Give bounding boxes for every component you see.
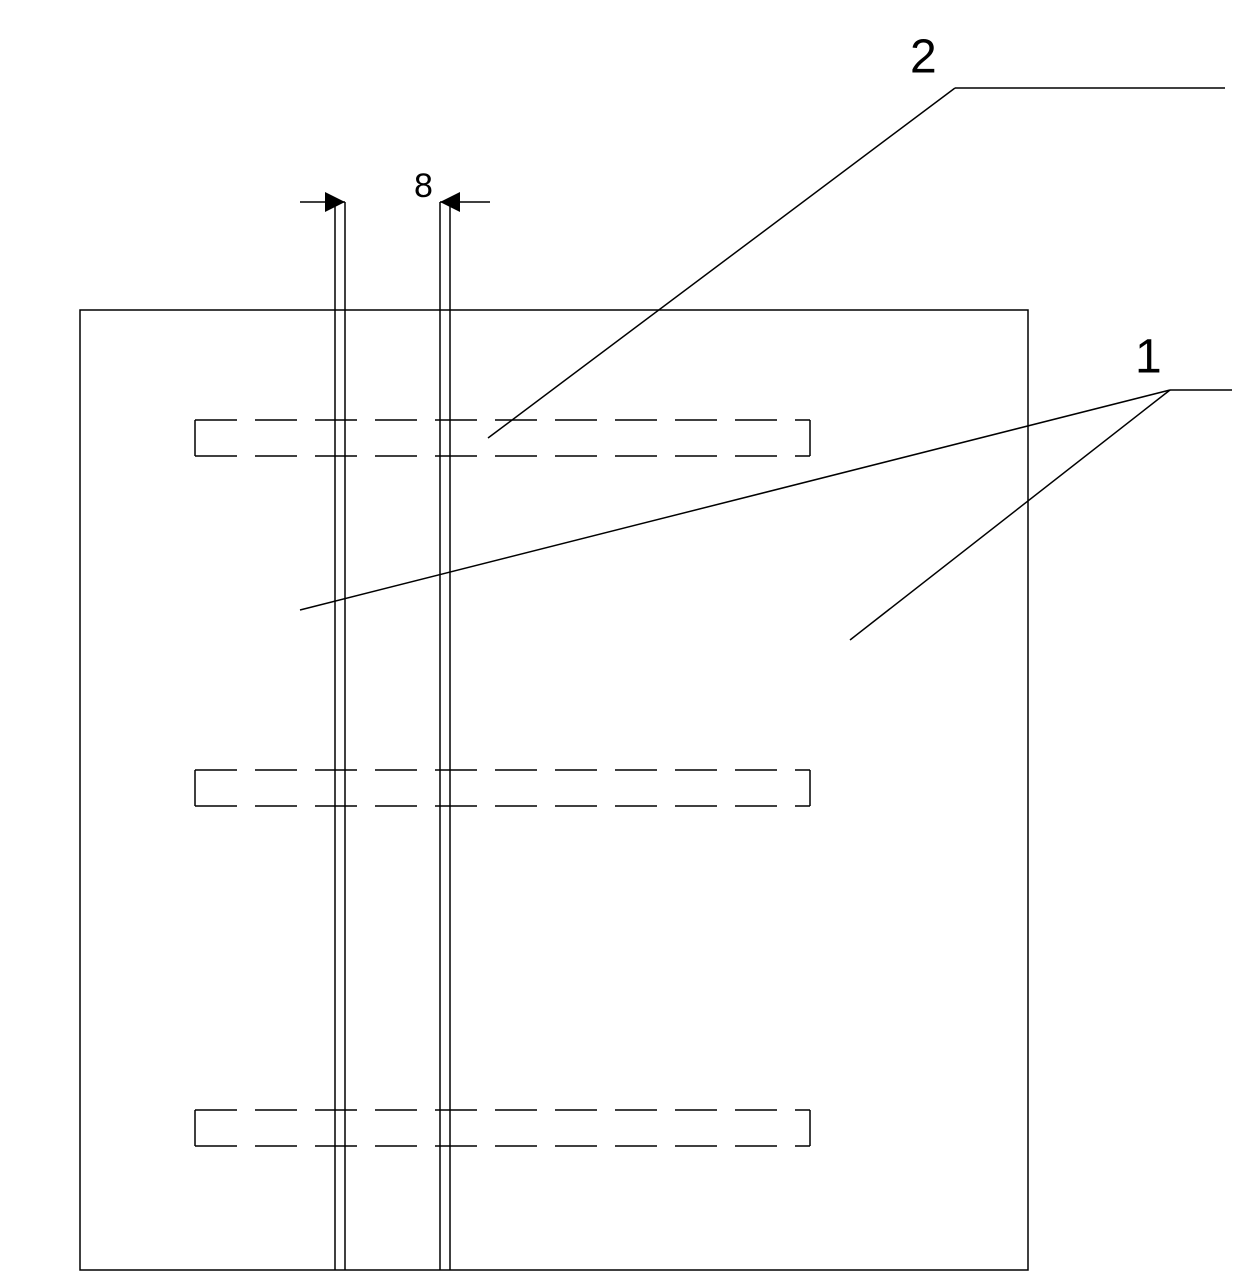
callout-1-leader-1 bbox=[850, 390, 1170, 640]
callout-1-label: 1 bbox=[1135, 331, 1162, 384]
callout-1-leader-0 bbox=[300, 390, 1170, 610]
callout-2-leader bbox=[488, 88, 955, 438]
dimension-label: 8 bbox=[414, 167, 433, 205]
outer-frame bbox=[80, 310, 1028, 1270]
callout-2-label: 2 bbox=[910, 31, 937, 84]
